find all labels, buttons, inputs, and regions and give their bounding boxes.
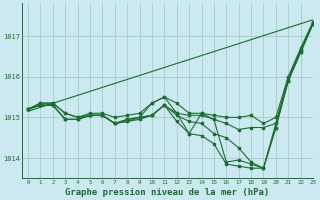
X-axis label: Graphe pression niveau de la mer (hPa): Graphe pression niveau de la mer (hPa) bbox=[65, 188, 269, 197]
